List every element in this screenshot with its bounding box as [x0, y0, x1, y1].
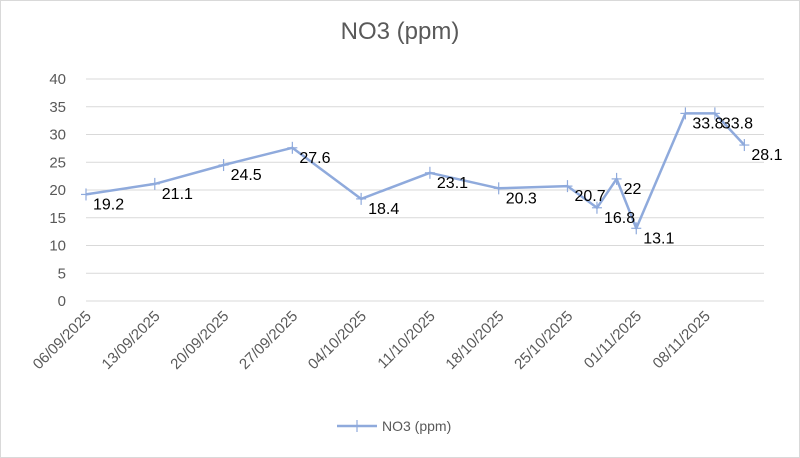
data-label-6: 20.3: [506, 190, 537, 207]
x-tick-label-2: 20/09/2025: [167, 308, 232, 373]
y-tick-label-40: 40: [49, 71, 66, 88]
x-tick-label-4: 04/10/2025: [305, 308, 370, 373]
y-tick-label-5: 5: [58, 265, 66, 282]
data-label-13: 28.1: [751, 147, 782, 164]
data-label-7: 20.7: [574, 188, 605, 205]
y-tick-label-30: 30: [49, 127, 66, 144]
x-tick-label-7: 25/10/2025: [511, 308, 576, 373]
data-label-8: 16.8: [604, 210, 635, 227]
gridlines: [86, 78, 764, 302]
chart-title: NO3 (ppm): [340, 18, 460, 45]
y-axis-ticks: 0 5 10 15 20 25 30 35 40: [49, 71, 66, 310]
data-label-11: 33.8: [692, 115, 723, 132]
y-tick-label-10: 10: [49, 238, 66, 255]
y-tick-label-0: 0: [58, 293, 66, 310]
data-label-0: 19.2: [93, 196, 124, 213]
data-label-2: 24.5: [231, 167, 262, 184]
legend-entry-label: NO3 (ppm): [382, 418, 451, 434]
data-label-12: 33.8: [722, 115, 753, 132]
legend: NO3 (ppm): [337, 418, 451, 434]
y-tick-label-15: 15: [49, 210, 66, 227]
x-axis-ticks: 06/09/2025 13/09/2025 20/09/2025 27/09/2025…: [30, 308, 714, 373]
data-label-9: 22: [624, 181, 642, 198]
series-line-0: [85, 112, 746, 230]
data-label-4: 18.4: [368, 201, 399, 218]
x-tick-label-8: 01/11/2025: [581, 308, 645, 372]
x-tick-label-6: 18/10/2025: [442, 308, 507, 373]
data-label-10: 13.1: [643, 230, 674, 247]
data-label-1: 21.1: [162, 186, 193, 203]
series-group: 19.2 21.1 24.5 27.6 18.4 23.1 20.3 20.7 16.8 22 13…: [81, 107, 783, 247]
y-tick-label-25: 25: [49, 154, 66, 171]
x-tick-label-0: 06/09/2025: [30, 308, 95, 373]
data-label-5: 23.1: [437, 175, 468, 192]
x-tick-label-5: 11/10/2025: [374, 308, 438, 372]
y-tick-label-20: 20: [49, 182, 66, 199]
x-tick-label-3: 27/09/2025: [236, 308, 301, 373]
data-label-3: 27.6: [299, 150, 330, 167]
x-tick-label-1: 13/09/2025: [99, 308, 164, 373]
x-tick-label-9: 08/11/2025: [650, 308, 714, 372]
y-tick-label-35: 35: [49, 99, 66, 116]
